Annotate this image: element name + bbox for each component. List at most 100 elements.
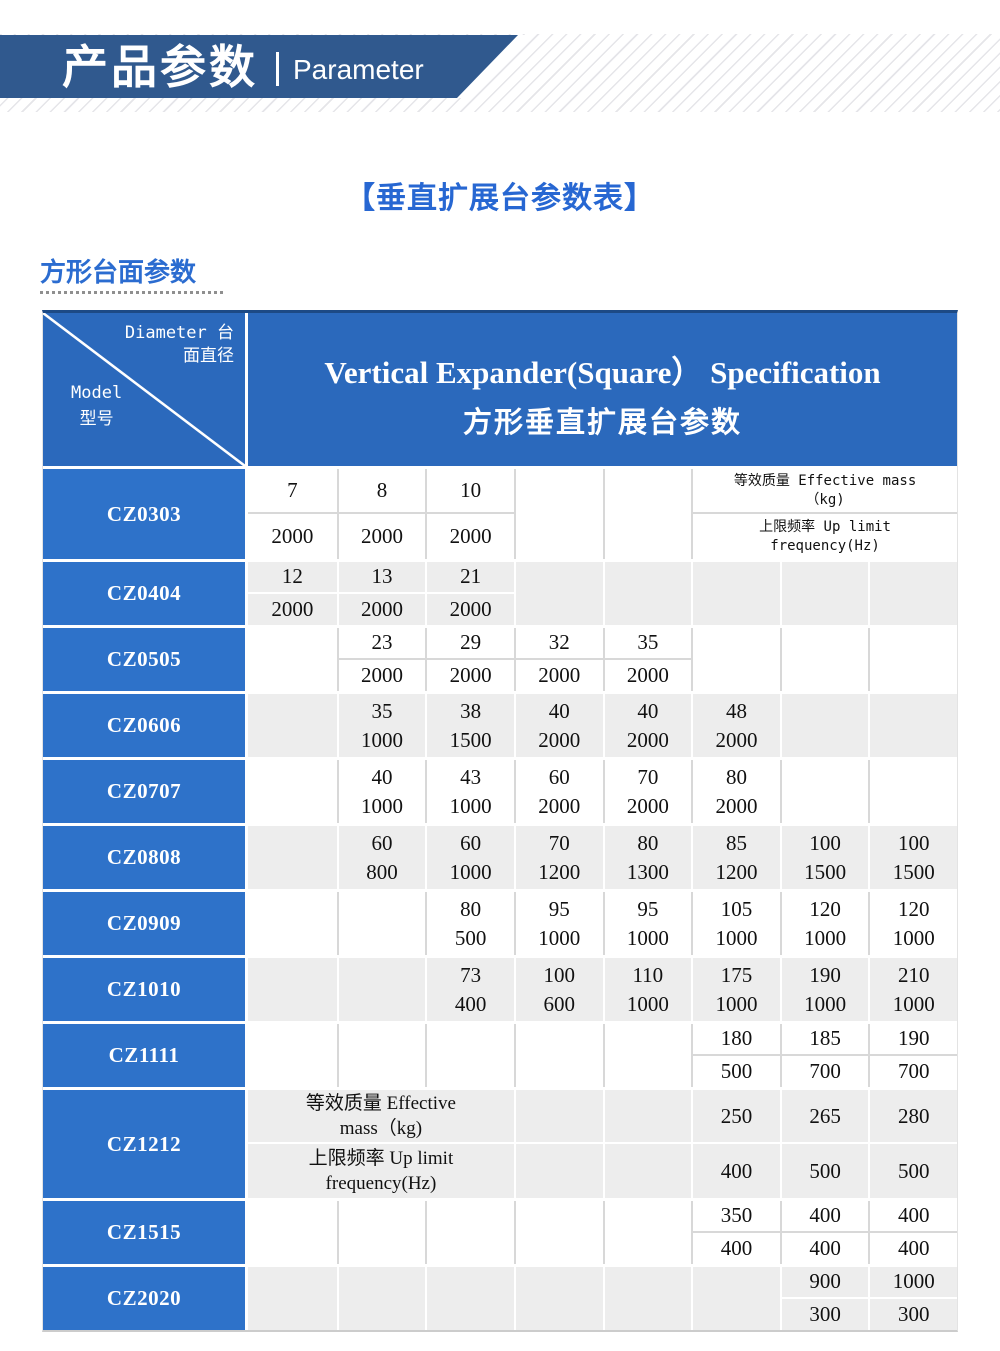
banner-title-en: Parameter (293, 53, 424, 85)
value-column: 190 700 (868, 1024, 957, 1087)
value-cell-bottom: 2000 (449, 524, 492, 548)
value-bottom: 800 (366, 859, 398, 884)
empty-cell (248, 1201, 337, 1264)
table-row: CZ1111 180 500 185 700 190 700 (43, 1021, 957, 1087)
page-header-banner: 产品参数 Parameter (0, 35, 518, 98)
empty-cell (868, 760, 957, 823)
value-column-stacked: 95 1000 (513, 892, 603, 955)
value-bottom: 1500 (804, 859, 847, 884)
value-top: 190 (809, 962, 841, 987)
value-top: 38 (460, 698, 482, 723)
value-cell-top: 185 (781, 1024, 869, 1056)
value-cell-top: 400 (870, 1201, 957, 1233)
empty-cell (602, 1024, 692, 1087)
row-cells: 35 1000 38 1500 40 2000 40 2000 48 2000 (248, 694, 957, 757)
value-cell-top: 32 (515, 628, 603, 660)
row-cells: 73 400 100 600 110 1000 175 1000 190 1000 210 1000 (248, 958, 957, 1021)
empty-cell (248, 694, 337, 757)
empty-cell (513, 469, 603, 559)
table-header-title: Vertical Expander(Square） Specification … (248, 313, 957, 466)
value-column (513, 1090, 603, 1198)
row-cells: 23 2000 29 2000 32 2000 35 2000 (248, 628, 957, 691)
empty-cell (336, 892, 426, 955)
value-column: 265 500 (779, 1090, 869, 1198)
value-column: 32 2000 (513, 628, 603, 691)
value-column-stacked: 60 2000 (513, 760, 603, 823)
table-row: CZ0303 7 2000 8 2000 10 2000 等效质量 Effective mas… (43, 466, 957, 559)
value-bottom: 1300 (626, 859, 669, 884)
value-bottom: 400 (454, 991, 487, 1016)
value-column: 400 400 (779, 1201, 869, 1264)
corner-diameter-line2: 面直径 (183, 345, 234, 366)
value-bottom: 1000 (449, 793, 492, 818)
value-cell-bottom: 2000 (360, 596, 403, 621)
value-top: 175 (720, 962, 753, 987)
value-column-stacked: 120 1000 (868, 892, 957, 955)
value-column: 10 2000 (425, 469, 514, 559)
value-column: 13 2000 (336, 562, 426, 625)
value-cell-bottom: 2000 (449, 662, 492, 687)
value-top: 40 (637, 698, 659, 723)
value-bottom: 500 (454, 925, 487, 950)
table-header-row: Diameter 台 面直径 Model 型号 Vertical Expande… (43, 313, 957, 466)
value-column: 350 400 (691, 1201, 780, 1264)
value-bottom: 1000 (715, 991, 758, 1016)
value-column: 23 2000 (336, 628, 426, 691)
value-cell-bottom: 500 (809, 1158, 841, 1183)
value-cell-bottom: 400 (897, 1235, 930, 1260)
value-bottom: 2000 (538, 793, 581, 818)
value-top: 70 (548, 830, 570, 855)
value-top: 80 (460, 896, 482, 921)
value-cell-top: 400 (781, 1201, 869, 1233)
value-top: 35 (371, 698, 393, 723)
value-bottom: 600 (543, 991, 575, 1016)
value-column: 35 2000 (602, 628, 692, 691)
corner-model-line1: Model (71, 383, 123, 403)
table-header-title-cn: 方形垂直扩展台参数 (462, 407, 742, 440)
value-column-stacked: 100 1500 (868, 826, 957, 889)
metric-label-mass: 等效质量 Effective mass （kg) (693, 469, 957, 514)
value-column: 280 500 (868, 1090, 957, 1198)
value-bottom: 1200 (715, 859, 758, 884)
value-bottom: 1000 (360, 793, 403, 818)
value-bottom: 1200 (538, 859, 581, 884)
value-bottom: 1000 (538, 925, 581, 950)
value-cell-top: 190 (870, 1024, 957, 1056)
empty-cell (248, 958, 337, 1021)
value-cell-bottom: 400 (809, 1235, 841, 1260)
value-cell-bottom: 300 (897, 1301, 930, 1326)
value-column: 7 2000 (248, 469, 337, 559)
value-top: 85 (725, 830, 747, 855)
value-cell-top: 180 (693, 1024, 780, 1056)
value-column-stacked: 105 1000 (691, 892, 780, 955)
empty-cell (602, 1267, 692, 1330)
value-cell-bottom (516, 1144, 603, 1198)
empty-cell (779, 760, 869, 823)
value-bottom: 1000 (892, 991, 935, 1016)
value-column: 180 500 (691, 1024, 780, 1087)
empty-cell (248, 760, 337, 823)
value-column-stacked: 40 2000 (513, 694, 603, 757)
metric-label-cell: 等效质量 Effective mass （kg) 上限频率 Up limit freq… (691, 469, 957, 559)
value-cell-top: 900 (781, 1267, 869, 1299)
value-column: 29 2000 (425, 628, 514, 691)
value-cell-top: 250 (693, 1090, 780, 1144)
model-cell: CZ2020 (43, 1267, 248, 1330)
value-cell-top: 350 (693, 1201, 780, 1233)
value-top: 60 (548, 764, 570, 789)
value-column: 12 2000 (248, 562, 337, 625)
value-cell-top (604, 1090, 692, 1144)
value-top: 80 (725, 764, 747, 789)
empty-cell (248, 1267, 337, 1330)
metric-label-frequency: 上限频率 Up limit frequency(Hz) (693, 514, 957, 559)
model-cell: CZ1010 (43, 958, 248, 1021)
empty-cell (248, 1024, 337, 1087)
empty-cell (868, 694, 957, 757)
value-bottom: 2000 (538, 727, 581, 752)
value-bottom: 1000 (715, 925, 758, 950)
model-cell: CZ0808 (43, 826, 248, 889)
value-column: 900 300 (779, 1267, 869, 1330)
page-title: 【垂直扩展台参数表】 (345, 182, 655, 215)
value-cell-bottom (605, 1144, 692, 1198)
model-cell: CZ1111 (43, 1024, 248, 1087)
